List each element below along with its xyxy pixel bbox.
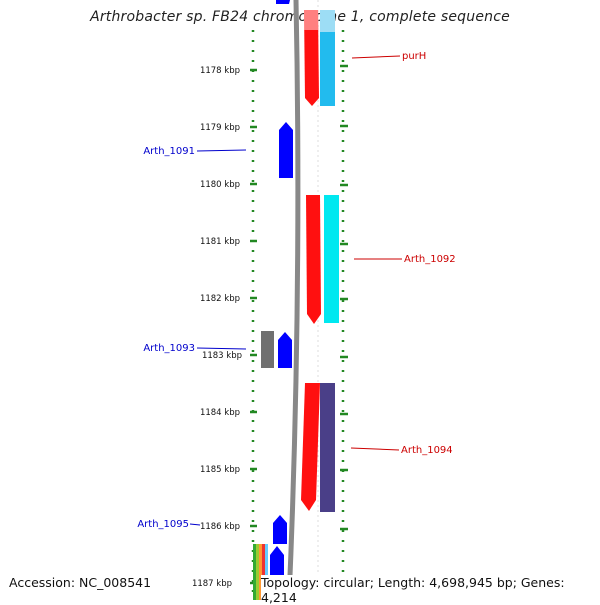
feature-multicolor-strip (259, 544, 262, 600)
ruler-tick-label: 1183 kbp (202, 351, 242, 361)
gene-purH-track-bar[interactable] (320, 10, 335, 106)
topology-text: Topology: circular; Length: 4,698,945 bp… (261, 575, 600, 605)
ruler-tick-label: 1187 kbp (192, 579, 232, 589)
gene-arth-1094-reverse-arrow[interactable] (301, 383, 320, 511)
ruler-ticks: 1178 kbp 1179 kbp 1180 kbp 1181 kbp 1182… (192, 64, 348, 589)
ruler-tick-label: 1185 kbp (200, 465, 240, 475)
gene-label-purH[interactable]: purH (402, 51, 426, 62)
gene-arth-1094-track-bar[interactable] (320, 383, 335, 512)
feature-multicolor-strip (265, 544, 268, 600)
ruler-tick-1187: 1187 kbp (192, 579, 257, 589)
chromosome-backbone (286, 0, 301, 600)
gene-purH-reverse-arrow-fade (304, 10, 318, 30)
ruler-tick-1183: 1183 kbp (202, 351, 348, 361)
label-leader-arth-1093 (196, 347, 247, 350)
label-leader-purH (351, 55, 401, 59)
gene-label-arth-1091[interactable]: Arth_1091 (143, 146, 195, 157)
ruler-tick-1184: 1184 kbp (200, 408, 348, 418)
gene-arth-1095-forward-arrow[interactable] (273, 515, 287, 544)
ruler-tick-label: 1186 kbp (200, 522, 240, 532)
ruler-tick-label: 1178 kbp (200, 66, 240, 76)
ruler-tick-label: 1184 kbp (200, 408, 240, 418)
map-title: Arthrobacter sp. FB24 chromosome 1, comp… (90, 9, 510, 25)
gene-label-arth-1095[interactable]: Arth_1095 (137, 519, 189, 530)
gene-label-arth-1094[interactable]: Arth_1094 (401, 445, 453, 456)
gene-arth-1092-track-bar[interactable] (324, 195, 339, 323)
ruler-tick-1186: 1186 kbp (200, 522, 348, 532)
gene-arth-1093-forward-arrow[interactable] (278, 332, 292, 368)
gene-purH-reverse-arrow[interactable] (304, 10, 319, 106)
ruler-tick-label: 1182 kbp (200, 294, 240, 304)
feature-multicolor-strip (256, 544, 259, 600)
gene-arth-1092-reverse-arrow[interactable] (306, 195, 321, 324)
ruler-tick-1178: 1178 kbp (200, 64, 348, 76)
feature-arth-1093-gray[interactable] (261, 331, 274, 368)
ruler-tick-1181: 1181 kbp (200, 237, 348, 247)
gene-top-forward-arrow[interactable] (276, 0, 290, 4)
gene-label-arth-1093[interactable]: Arth_1093 (143, 343, 195, 354)
feature-multicolor-strip[interactable] (253, 544, 256, 600)
feature-multicolor-strip (262, 544, 265, 600)
label-leader-arth-1094 (350, 447, 400, 451)
ruler-tick-label: 1179 kbp (200, 123, 240, 133)
gene-arth-1091-forward-arrow[interactable] (279, 122, 293, 178)
ruler-tick-1179: 1179 kbp (200, 123, 348, 133)
label-leader-arth-1095 (189, 523, 201, 526)
ruler-tick-1182: 1182 kbp (200, 294, 348, 304)
accession-text: Accession: NC_008541 (9, 575, 152, 590)
ruler-tick-1185: 1185 kbp (200, 465, 348, 475)
ruler-tick-1180: 1180 kbp (200, 180, 348, 190)
label-leader-arth-1091 (196, 149, 247, 152)
gene-purH-track-bar-fade (320, 10, 335, 32)
ruler-tick-label: 1180 kbp (200, 180, 240, 190)
gene-label-arth-1092[interactable]: Arth_1092 (404, 254, 456, 265)
ruler-tick-label: 1181 kbp (200, 237, 240, 247)
